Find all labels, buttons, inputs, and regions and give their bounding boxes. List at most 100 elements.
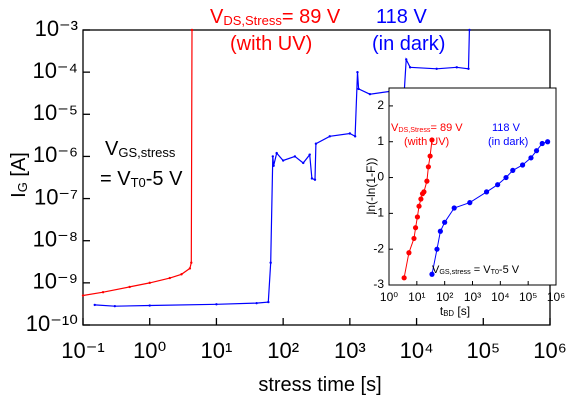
text-part: = V	[100, 168, 131, 190]
data-dot	[188, 267, 192, 270]
subscript: DS,Stress	[223, 13, 282, 28]
subscript: T0	[491, 268, 499, 276]
data-dot	[281, 159, 285, 162]
text-part: t	[440, 304, 444, 318]
x-tick-label: 10⁰	[133, 338, 166, 363]
x-tick-label: 10²	[267, 338, 299, 363]
data-dot	[408, 66, 412, 69]
annotation: (with UV)	[230, 33, 312, 55]
y-tick-label: 10⁻³	[35, 16, 78, 41]
annotation: 118 V	[376, 6, 427, 28]
y-tick-label: -3	[373, 277, 384, 291]
plot-frame	[388, 87, 557, 286]
x-tick-label: 10⁴	[491, 290, 510, 304]
data-dot	[405, 58, 408, 61]
data-dot	[467, 67, 470, 71]
data-point	[510, 167, 516, 173]
data-dot	[357, 87, 360, 91]
data-point	[416, 203, 422, 209]
x-tick-label: 10³	[464, 290, 481, 304]
data-dot	[190, 261, 193, 264]
data-point	[467, 200, 473, 206]
data-dot	[215, 303, 218, 306]
data-dot	[455, 66, 458, 69]
text-part: 118 V	[376, 6, 427, 28]
text-part: -5 V	[146, 168, 183, 190]
data-point	[437, 228, 443, 234]
x-tick-label: 10⁻¹	[61, 338, 104, 363]
x-tick-label: 10⁵	[466, 338, 500, 363]
data-dot	[269, 261, 272, 264]
data-dot	[275, 151, 278, 155]
y-tick-label: 10⁻⁸	[33, 227, 78, 252]
text-part: V	[432, 264, 440, 276]
data-dot	[168, 276, 171, 280]
data-dot	[180, 273, 183, 276]
annotation: VDS,Stress= 89 V	[391, 122, 463, 134]
y-tick-label: 10⁻⁴	[32, 58, 78, 83]
data-point	[539, 140, 545, 147]
text-part: (with UV)	[230, 33, 312, 55]
y-axis-label: ln(-ln(1-F))	[364, 158, 378, 215]
y-axis-label: IG [A]	[8, 152, 30, 198]
text-part: I	[8, 192, 30, 198]
subscript: G	[15, 182, 30, 192]
data-dot	[314, 142, 318, 145]
data-point	[429, 271, 435, 277]
y-tick-label: 10⁻⁵	[33, 100, 78, 125]
annotation: VGS,stress	[105, 138, 176, 160]
text-part: (in dark)	[488, 136, 528, 148]
data-dot	[128, 285, 131, 289]
data-dot	[310, 177, 314, 180]
text-part: = 89 V	[430, 122, 463, 134]
subscript: BD	[443, 309, 454, 318]
x-tick-label: 10⁶	[533, 338, 567, 363]
data-dot	[356, 70, 359, 74]
data-dot	[190, 28, 194, 32]
x-tick-label: 10³	[334, 338, 366, 363]
subscript: DS,Stress	[398, 126, 431, 134]
data-point	[414, 214, 421, 220]
data-point	[503, 174, 509, 181]
text-part: V	[391, 122, 399, 134]
text-part: [A]	[8, 152, 30, 182]
data-point	[412, 225, 419, 231]
data-dot	[328, 135, 331, 138]
data-point	[519, 162, 526, 168]
data-point	[451, 205, 457, 211]
data-point	[427, 153, 433, 159]
data-dot	[148, 304, 151, 307]
x-axis-label: tBD [s]	[440, 304, 470, 318]
text-part: stress time [s]	[258, 374, 381, 396]
text-part: (in dark)	[372, 33, 445, 55]
data-dot	[368, 92, 372, 96]
y-tick-label: -1	[373, 206, 384, 220]
y-tick-label: 2	[377, 98, 384, 112]
text-part: (with UV)	[404, 136, 449, 148]
x-tick-label: 10⁴	[400, 338, 434, 363]
data-point	[421, 189, 427, 195]
data-point	[418, 196, 424, 202]
y-tick-label: 10⁻⁶	[33, 142, 78, 167]
data-dot	[81, 294, 85, 297]
data-dot	[348, 132, 352, 135]
data-dot	[267, 300, 270, 304]
data-point	[424, 178, 430, 184]
y-tick-label: 1	[377, 134, 384, 148]
y-tick-label: 10⁻⁹	[32, 269, 78, 294]
data-dot	[93, 303, 96, 307]
x-tick-label: 10⁰	[380, 290, 398, 304]
annotation: (in dark)	[488, 136, 528, 148]
annotation: (in dark)	[372, 33, 445, 55]
x-tick-label: 10²	[436, 290, 453, 304]
text-part: ln(-ln(1-F))	[364, 158, 378, 215]
text-part: [s]	[454, 304, 470, 318]
text-part: V	[210, 6, 224, 28]
data-dot	[271, 155, 275, 158]
subscript: T0	[131, 175, 146, 190]
data-point	[545, 139, 551, 145]
data-point	[495, 182, 501, 188]
subscript: GS,stress	[439, 268, 471, 276]
text-part: 118 V	[492, 122, 521, 134]
